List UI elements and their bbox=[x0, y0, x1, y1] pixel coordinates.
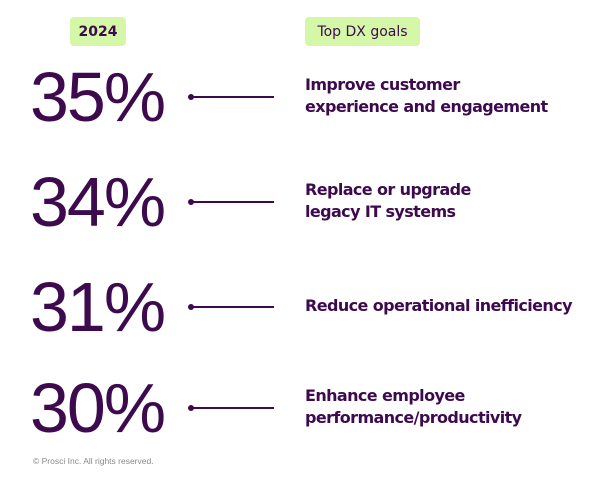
percent-value: 30% bbox=[30, 369, 166, 447]
goal-row: 35% Improve customer experience and engag… bbox=[0, 62, 600, 132]
top-dx-goals-badge: Top DX goals bbox=[305, 17, 420, 46]
connector-line bbox=[190, 407, 274, 409]
connector-line bbox=[190, 306, 274, 308]
percent-value: 31% bbox=[30, 268, 166, 346]
goal-row: 30% Enhance employee performance/producti… bbox=[0, 373, 600, 443]
goal-label: Replace or upgrade legacy IT systems bbox=[305, 180, 471, 221]
goal-label: Improve customer experience and engagemen… bbox=[305, 75, 548, 116]
goal-label: Reduce operational inefficiency bbox=[305, 296, 573, 315]
copyright-footer: © Prosci Inc. All rights reserved. bbox=[33, 456, 154, 466]
connector-line bbox=[190, 201, 274, 203]
percent-value: 34% bbox=[30, 163, 166, 241]
percent-value: 35% bbox=[30, 58, 166, 136]
goal-row: 31% Reduce operational inefficiency bbox=[0, 272, 600, 342]
connector-line bbox=[190, 96, 274, 98]
goal-label: Enhance employee performance/productivity bbox=[305, 386, 522, 427]
goal-row: 34% Replace or upgrade legacy IT systems bbox=[0, 167, 600, 237]
year-badge: 2024 bbox=[70, 17, 126, 46]
